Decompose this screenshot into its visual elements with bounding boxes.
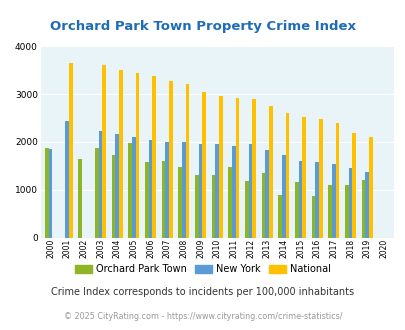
Bar xyxy=(261,173,265,238)
Bar xyxy=(215,144,219,238)
Bar xyxy=(95,148,98,238)
Bar xyxy=(168,81,172,238)
Bar xyxy=(115,134,119,238)
Bar xyxy=(252,99,256,238)
Bar xyxy=(165,142,168,238)
Bar xyxy=(265,149,269,238)
Bar xyxy=(194,175,198,238)
Bar xyxy=(78,159,82,238)
Bar xyxy=(348,168,352,238)
Bar xyxy=(331,164,335,238)
Bar xyxy=(245,181,248,238)
Bar xyxy=(344,185,348,238)
Bar xyxy=(119,70,122,238)
Bar xyxy=(49,148,52,238)
Bar xyxy=(69,63,72,238)
Bar xyxy=(294,182,298,238)
Bar xyxy=(361,180,364,238)
Bar xyxy=(98,131,102,238)
Bar xyxy=(278,195,281,238)
Bar xyxy=(178,167,181,238)
Bar xyxy=(128,143,132,238)
Bar xyxy=(302,117,305,238)
Bar xyxy=(228,167,232,238)
Bar xyxy=(269,106,272,238)
Bar xyxy=(232,146,235,238)
Bar xyxy=(318,119,322,238)
Bar xyxy=(148,140,152,238)
Bar xyxy=(111,155,115,238)
Bar xyxy=(161,161,165,238)
Bar xyxy=(311,196,315,238)
Bar xyxy=(135,73,139,238)
Bar xyxy=(298,161,302,238)
Bar xyxy=(202,92,206,238)
Text: © 2025 CityRating.com - https://www.cityrating.com/crime-statistics/: © 2025 CityRating.com - https://www.city… xyxy=(64,312,341,321)
Bar xyxy=(281,155,285,238)
Bar xyxy=(198,144,202,238)
Text: Crime Index corresponds to incidents per 100,000 inhabitants: Crime Index corresponds to incidents per… xyxy=(51,287,354,297)
Bar xyxy=(248,144,252,238)
Text: Orchard Park Town Property Crime Index: Orchard Park Town Property Crime Index xyxy=(50,20,355,33)
Bar xyxy=(328,185,331,238)
Bar xyxy=(181,142,185,238)
Bar xyxy=(285,113,289,238)
Bar xyxy=(152,76,156,238)
Bar xyxy=(102,65,106,238)
Bar xyxy=(235,98,239,238)
Bar xyxy=(219,96,222,238)
Bar xyxy=(185,83,189,238)
Bar xyxy=(65,121,69,238)
Legend: Orchard Park Town, New York, National: Orchard Park Town, New York, National xyxy=(71,261,334,279)
Bar xyxy=(364,172,368,238)
Bar xyxy=(211,175,215,238)
Bar xyxy=(45,148,49,238)
Bar xyxy=(368,137,372,238)
Bar xyxy=(352,133,355,238)
Bar xyxy=(335,123,339,238)
Bar xyxy=(315,162,318,238)
Bar xyxy=(132,137,135,238)
Bar xyxy=(145,162,148,238)
